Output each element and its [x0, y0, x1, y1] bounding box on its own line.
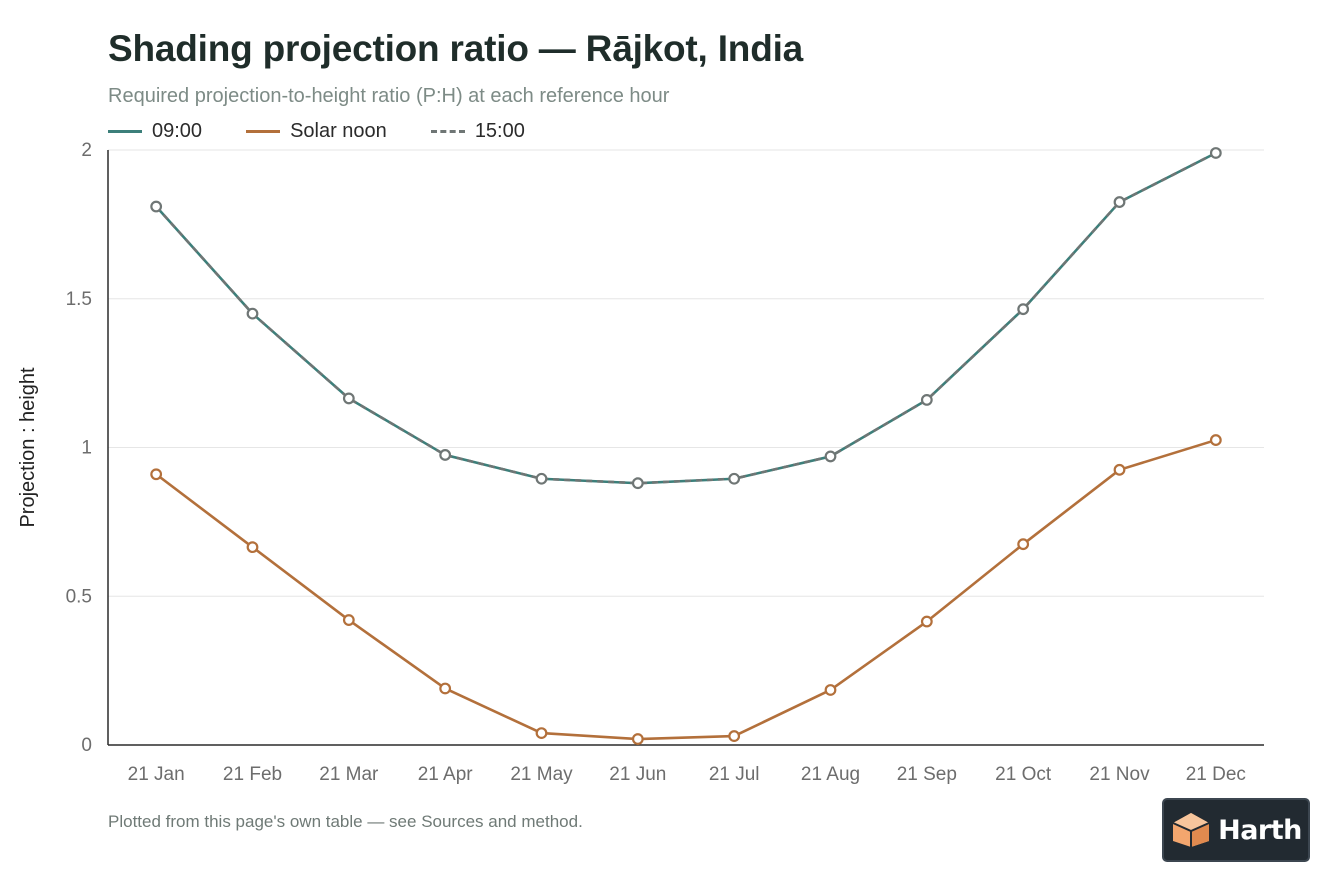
- data-point-solar-noon: [1113, 463, 1126, 476]
- x-tick-label: 21 Mar: [319, 764, 379, 785]
- x-tick-label: 21 Dec: [1186, 764, 1246, 785]
- data-point-1500: [535, 472, 548, 485]
- footnote: Plotted from this page's own table — see…: [108, 812, 583, 831]
- data-point-solar-noon: [728, 730, 741, 742]
- y-tick-label: 0: [81, 735, 92, 756]
- y-axis-title: Projection : height: [17, 367, 39, 528]
- data-point-1500: [439, 449, 452, 461]
- legend-swatch-1500: [430, 130, 465, 133]
- data-point-solar-noon: [631, 733, 644, 745]
- cube-logo-icon: [1172, 813, 1210, 847]
- legend-label-1500: 15:00: [474, 120, 525, 142]
- data-point-solar-noon: [246, 541, 259, 554]
- data-point-solar-noon: [920, 615, 933, 628]
- y-tick-label: 0.5: [66, 586, 92, 607]
- series-line-solar-noon: [155, 438, 1217, 741]
- y-tick-label: 1.5: [66, 289, 92, 310]
- data-point-1500: [728, 472, 741, 485]
- x-tick-label: 21 Apr: [418, 764, 474, 785]
- legend-swatch-0900: [108, 130, 142, 133]
- x-tick-label: 21 Feb: [223, 764, 282, 785]
- legend-label-0900: 09:00: [152, 120, 203, 142]
- chart-title: Shading projection ratio — Rājkot, India: [108, 28, 804, 69]
- data-point-1500: [1209, 147, 1222, 159]
- x-tick-label: 21 Aug: [801, 764, 860, 785]
- x-tick-label: 21 Jan: [128, 764, 185, 785]
- chart-subtitle: Required projection-to-height ratio (P:H…: [108, 85, 670, 107]
- series-line-1500: [155, 151, 1217, 485]
- data-point-1500: [342, 392, 355, 405]
- x-tick-label: 21 Nov: [1089, 764, 1150, 785]
- x-tick-label: 21 Sep: [897, 764, 957, 785]
- x-tick-label: 21 Jun: [609, 764, 666, 785]
- brand-badge[interactable]: Harth: [1162, 798, 1310, 862]
- data-point-1500: [631, 477, 644, 490]
- data-point-solar-noon: [150, 468, 163, 481]
- data-point-solar-noon: [439, 682, 452, 695]
- data-point-solar-noon: [1209, 434, 1222, 446]
- data-point-1500: [1017, 303, 1030, 316]
- y-tick-label: 1: [81, 438, 92, 459]
- legend-item-solar-noon[interactable]: Solar noon: [246, 120, 387, 143]
- data-point-1500: [246, 307, 259, 320]
- data-point-1500: [1113, 196, 1126, 208]
- x-tick-label: 21 May: [510, 764, 573, 785]
- x-tick-label: 21 Jul: [709, 764, 760, 785]
- data-point-1500: [824, 450, 837, 463]
- x-tick-label: 21 Oct: [995, 764, 1052, 785]
- series-line-0900: [155, 151, 1217, 485]
- legend-item-1500[interactable]: 15:00: [430, 120, 525, 143]
- data-point-solar-noon: [1017, 538, 1030, 551]
- legend-swatch-solar-noon: [246, 130, 281, 133]
- data-point-solar-noon: [535, 727, 548, 739]
- data-point-1500: [150, 200, 163, 213]
- legend: 09:00 Solar noon 15:00: [108, 120, 569, 143]
- data-point-solar-noon: [342, 614, 355, 626]
- data-point-1500: [920, 394, 933, 406]
- brand-name: Harth: [1218, 814, 1302, 846]
- legend-label-solar-noon: Solar noon: [290, 120, 387, 142]
- data-point-solar-noon: [824, 684, 837, 696]
- y-tick-label: 2: [81, 140, 92, 161]
- legend-item-0900[interactable]: 09:00: [108, 120, 202, 143]
